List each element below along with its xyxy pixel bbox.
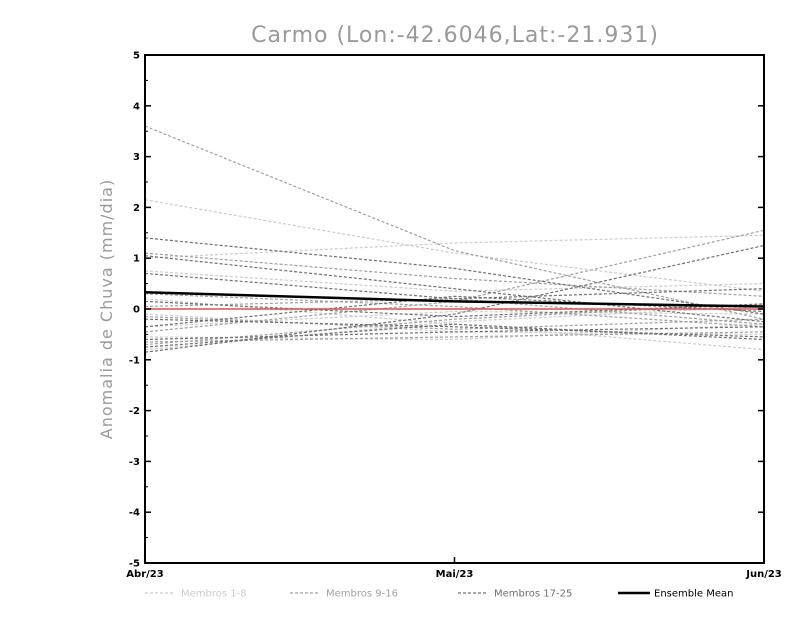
x-tick-label: Jun/23 <box>745 569 782 580</box>
member-line-m23 <box>144 244 765 353</box>
y-tick-label: -3 <box>129 457 140 468</box>
x-tick-label: Mai/23 <box>436 569 474 580</box>
member-line-m09 <box>144 125 765 320</box>
member-line-m24 <box>144 323 765 348</box>
member-line-m12 <box>144 316 765 330</box>
member-line-m22 <box>144 326 765 341</box>
member-line-m01 <box>144 199 765 292</box>
x-tick-label: Abr/23 <box>126 569 163 580</box>
member-line-m03 <box>144 270 765 292</box>
member-line-m17 <box>144 237 765 315</box>
chart-title: Carmo (Lon:-42.6046,Lat:-21.931) <box>251 23 659 48</box>
ensemble-mean-line <box>144 290 765 308</box>
y-tick-label: -1 <box>129 355 140 366</box>
y-tick-label: 1 <box>133 254 140 265</box>
member-line-m20 <box>144 318 765 338</box>
member-line-m06 <box>144 310 765 328</box>
member-line-m25 <box>144 255 765 323</box>
legend: Membros 1-8 Membros 9-16 Membros 17-25 Ense… <box>145 589 733 600</box>
y-tick-label: -4 <box>129 508 140 519</box>
y-axis-ticks: 5 4 3 2 1 0 -1 -2 -3 -4 -5 <box>129 51 764 570</box>
legend-label-0: Membros 1-8 <box>181 589 247 600</box>
member-line-m16 <box>144 298 765 325</box>
member-line-m19 <box>144 300 765 318</box>
y-axis-label: Anomalia de Chuva (mm/dia) <box>97 179 116 439</box>
member-line-m02 <box>144 234 765 259</box>
y-tick-label: -2 <box>129 406 140 417</box>
y-tick-label: 0 <box>133 305 140 316</box>
legend-label-1: Membros 9-16 <box>326 589 398 600</box>
y-tick-label: 2 <box>133 203 140 214</box>
member-line-m11 <box>144 293 765 328</box>
member-line-m08 <box>144 305 765 351</box>
legend-label-3: Ensemble Mean <box>654 589 733 600</box>
member-line-m21 <box>144 295 765 328</box>
y-tick-label: 5 <box>133 51 140 62</box>
member-line-m10 <box>144 252 765 297</box>
x-axis-ticks: Abr/23 Mai/23 Jun/23 <box>126 557 782 580</box>
legend-label-2: Membros 17-25 <box>494 589 572 600</box>
member-line-m07 <box>144 323 765 341</box>
plot-lines <box>144 125 765 353</box>
y-tick-label: -5 <box>129 559 140 570</box>
y-tick-label: 4 <box>133 101 140 112</box>
member-line-m18 <box>144 272 765 300</box>
y-tick-label: 3 <box>133 152 140 163</box>
